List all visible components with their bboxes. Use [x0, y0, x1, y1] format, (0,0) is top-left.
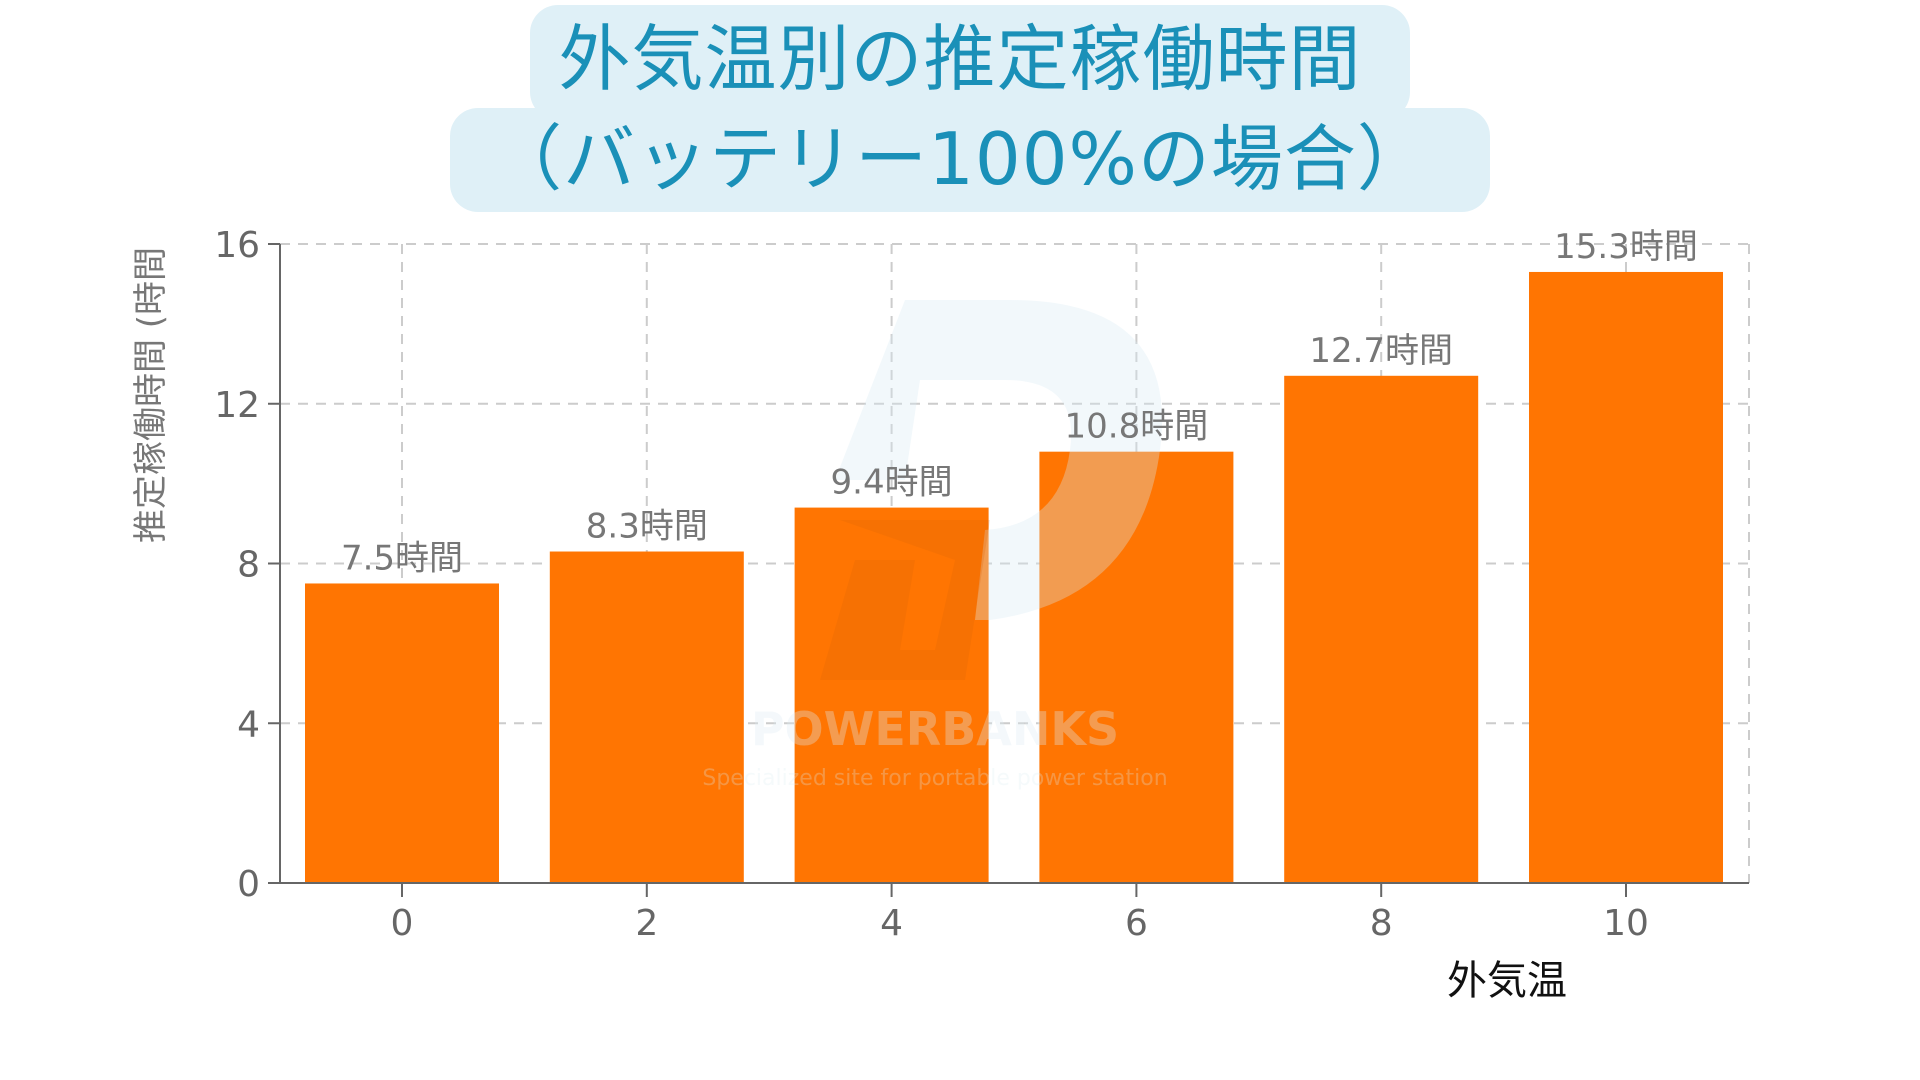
grid-lines [280, 243, 1750, 883]
x-tick-label: 4 [880, 903, 903, 944]
watermark-brand: POWERBANKS [751, 702, 1119, 756]
bars [305, 271, 1723, 883]
bar-value-label: 9.4時間 [831, 463, 953, 503]
bar [305, 583, 499, 883]
bar-value-label: 15.3時間 [1554, 227, 1698, 267]
value-labels: 7.5時間 8.3時間 9.4時間 10.8時間 12.7時間 15.3時間 [341, 227, 1698, 579]
x-tick-label: 0 [391, 903, 414, 944]
x-tick-label: 6 [1125, 903, 1148, 944]
chart-title-line1: 外気温別の推定稼働時間 [558, 17, 1362, 101]
y-tick-label: 8 [237, 545, 260, 586]
bar-value-label: 8.3時間 [586, 507, 708, 547]
bar-value-label: 10.8時間 [1065, 407, 1209, 447]
chart-title-line2: （バッテリー100%の場合） [490, 117, 1430, 201]
watermark-logo-icon [835, 300, 1163, 620]
y-axis-label: 推定稼働時間 (時間 [131, 247, 171, 543]
y-tick-label: 12 [214, 385, 260, 426]
y-tick-label: 0 [237, 864, 260, 905]
bar [1529, 271, 1723, 883]
y-tick-label: 4 [237, 704, 260, 745]
bar [1039, 451, 1234, 883]
x-axis-label: 外気温 [1447, 958, 1567, 1004]
watermark: POWERBANKS Specialized site for portable… [702, 300, 1168, 791]
axes: 0 4 8 12 16 0 2 4 6 8 10 推定稼働時間 (時間 [131, 225, 1749, 944]
x-tick-label: 8 [1370, 903, 1393, 944]
x-tick-label: 2 [635, 903, 658, 944]
bar [1284, 375, 1479, 883]
bar [794, 507, 989, 883]
y-tick-label: 16 [214, 225, 260, 266]
title-background-bottom [450, 108, 1490, 212]
bar-value-label: 7.5時間 [341, 538, 463, 578]
bar-value-label: 12.7時間 [1309, 331, 1453, 371]
watermark-tagline: Specialized site for portable power stat… [702, 766, 1167, 791]
title-background-top [530, 5, 1410, 120]
bar [549, 551, 744, 883]
watermark-logo-lower-icon [820, 520, 990, 680]
x-tick-label: 10 [1603, 903, 1649, 944]
